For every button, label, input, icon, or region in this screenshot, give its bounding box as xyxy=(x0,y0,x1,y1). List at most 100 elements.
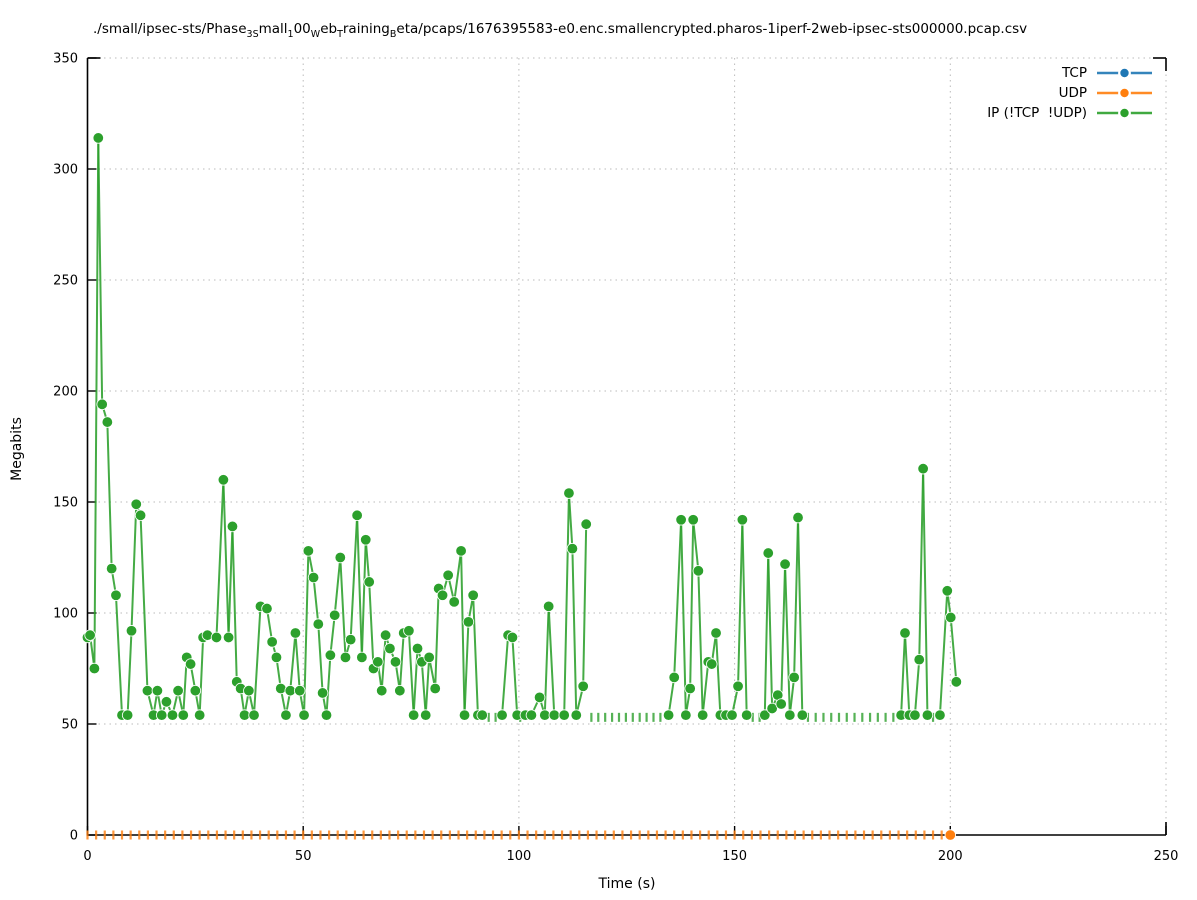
title-subscript: 1 xyxy=(287,29,294,40)
data-line xyxy=(938,589,949,717)
data-line xyxy=(582,523,588,688)
data-line xyxy=(339,556,347,659)
data-point xyxy=(762,547,774,559)
data-point xyxy=(548,709,560,721)
data-line xyxy=(312,576,320,626)
data-point xyxy=(684,682,696,695)
data-line xyxy=(434,587,440,690)
data-point xyxy=(307,571,320,584)
data-point xyxy=(736,514,749,526)
legend-row: IP (!TCP !UDP) xyxy=(987,103,1153,123)
data-line xyxy=(472,594,479,717)
data-point xyxy=(275,682,287,695)
title-subscript: B xyxy=(389,29,397,40)
data-point xyxy=(226,520,239,533)
data-line xyxy=(692,518,700,572)
title-subscript: W xyxy=(310,29,321,40)
axis-tick-labels: 0 50 100 150 200 250 300 350 0 50 100 150 200 250 xyxy=(53,52,1178,865)
data-point xyxy=(429,682,441,695)
y-tick-label: 350 xyxy=(53,52,78,67)
legend-marker xyxy=(1118,66,1131,80)
data-point xyxy=(558,709,570,721)
data-point xyxy=(788,671,800,684)
data-line xyxy=(767,552,774,710)
x-tick-label: 200 xyxy=(938,849,963,864)
data-line xyxy=(922,467,929,717)
data-point xyxy=(909,709,921,721)
data-point xyxy=(389,656,402,668)
data-line xyxy=(93,136,100,670)
data-line xyxy=(294,631,301,692)
data-line xyxy=(380,634,387,692)
data-point xyxy=(363,576,375,588)
data-point xyxy=(692,565,705,577)
data-point xyxy=(210,631,223,644)
data-point xyxy=(696,709,709,721)
data-point xyxy=(184,658,197,670)
data-point xyxy=(222,631,235,644)
data-line xyxy=(126,629,133,717)
data-point xyxy=(411,642,424,655)
data-point xyxy=(372,656,384,668)
data-line xyxy=(689,518,695,690)
data-point xyxy=(710,627,722,639)
data-point xyxy=(166,709,179,721)
data-point xyxy=(458,709,471,721)
x-axis-title: Time (s) xyxy=(598,876,656,892)
title-text: eb xyxy=(320,21,338,37)
data-line xyxy=(106,421,113,570)
data-point xyxy=(506,631,519,644)
data-point xyxy=(328,609,341,621)
data-line xyxy=(547,605,556,717)
data-line xyxy=(697,569,704,717)
data-line xyxy=(673,518,683,679)
data-line xyxy=(715,631,722,717)
data-line xyxy=(780,563,787,706)
data-point xyxy=(542,600,555,613)
series-ip-tcp-udp- xyxy=(81,132,963,722)
data-point xyxy=(913,653,925,666)
data-line xyxy=(364,538,371,583)
data-line xyxy=(368,580,375,670)
data-point xyxy=(796,709,809,721)
data-line xyxy=(543,605,550,717)
title-text: 00 xyxy=(293,21,311,37)
data-point xyxy=(151,685,164,697)
data-point xyxy=(376,685,388,697)
data-point xyxy=(160,696,173,708)
data-line xyxy=(325,654,332,717)
data-line xyxy=(356,514,363,659)
data-line xyxy=(741,518,748,717)
data-point xyxy=(96,398,108,411)
data-point xyxy=(360,534,372,546)
data-point xyxy=(423,651,435,664)
data-point xyxy=(172,685,184,697)
data-line xyxy=(701,660,710,717)
data-point xyxy=(125,625,138,637)
legend-sample-udp xyxy=(1097,86,1152,100)
data-line xyxy=(412,647,419,717)
data-point xyxy=(248,709,260,721)
data-point xyxy=(270,651,283,664)
data-point xyxy=(455,545,467,557)
data-point xyxy=(351,509,363,522)
data-point xyxy=(289,627,302,639)
legend-label: IP (!TCP !UDP) xyxy=(987,105,1087,121)
data-point xyxy=(467,589,479,601)
data-point xyxy=(134,509,147,522)
data-point xyxy=(533,691,546,704)
legend-label: TCP xyxy=(1061,65,1087,81)
data-point xyxy=(294,685,306,697)
data-point xyxy=(732,680,744,692)
data-line xyxy=(303,549,310,717)
data-line xyxy=(253,605,262,717)
data-point xyxy=(101,416,114,428)
y-axis-title: Megabits xyxy=(9,417,25,481)
data-line xyxy=(198,636,205,717)
data-point xyxy=(706,658,718,670)
data-point xyxy=(662,709,675,721)
data-point xyxy=(944,829,957,841)
legend-marker xyxy=(1118,106,1131,120)
